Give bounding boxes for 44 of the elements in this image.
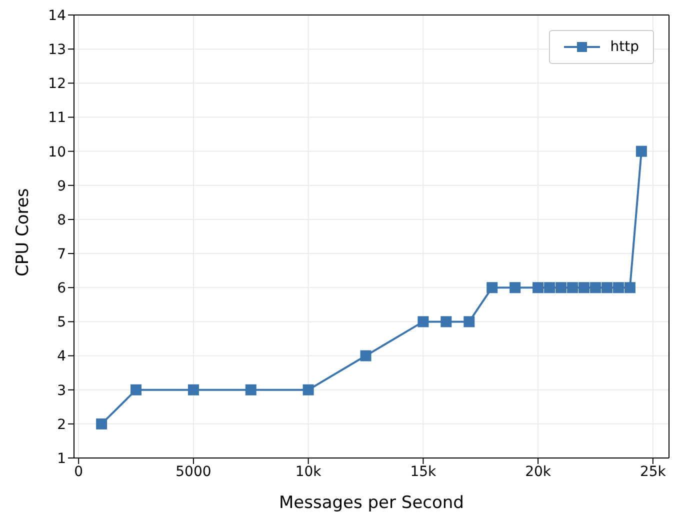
point [188, 384, 199, 396]
point [636, 146, 647, 157]
y-tick-label: 11 [48, 110, 66, 126]
point [567, 282, 578, 294]
y-tick-label: 1 [57, 450, 66, 467]
y-tick-label: 8 [57, 212, 66, 228]
point [486, 282, 498, 294]
x-tick-label: 10k [295, 464, 322, 480]
point [601, 282, 612, 294]
point [612, 282, 624, 294]
point [245, 384, 256, 396]
point [440, 316, 452, 328]
x-tick-label: 5000 [176, 464, 212, 480]
point [464, 316, 475, 328]
x-axis-title: Messages per Second [279, 493, 464, 513]
point [578, 282, 590, 294]
x-tick-label: 15k [410, 464, 438, 480]
y-tick-label: 4 [57, 348, 66, 365]
y-tick-label: 6 [57, 280, 66, 297]
point [418, 316, 429, 328]
x-tick-label: 0 [74, 464, 84, 480]
x-tick-label: 20k [525, 464, 552, 480]
point [532, 282, 544, 294]
y-tick-label: 3 [57, 382, 66, 399]
point [360, 350, 372, 362]
y-tick-label: 14 [48, 8, 66, 24]
point [96, 418, 108, 430]
y-tick-label: 5 [57, 314, 66, 331]
y-tick-label: 10 [48, 144, 66, 160]
point [130, 384, 142, 396]
point [624, 282, 636, 294]
legend-label: http [610, 39, 639, 55]
y-tick-label: 12 [48, 76, 66, 92]
point [302, 384, 314, 396]
point [510, 282, 521, 294]
y-tick-label: 9 [57, 178, 66, 194]
y-tick-label: 13 [48, 42, 66, 58]
point [556, 282, 567, 294]
point [544, 282, 556, 294]
y-axis-title: CPU Cores [13, 188, 34, 276]
point [590, 282, 601, 294]
x-tick-label: 25k [640, 464, 667, 480]
y-tick-label: 2 [57, 416, 66, 433]
y-tick-label: 7 [57, 246, 66, 263]
